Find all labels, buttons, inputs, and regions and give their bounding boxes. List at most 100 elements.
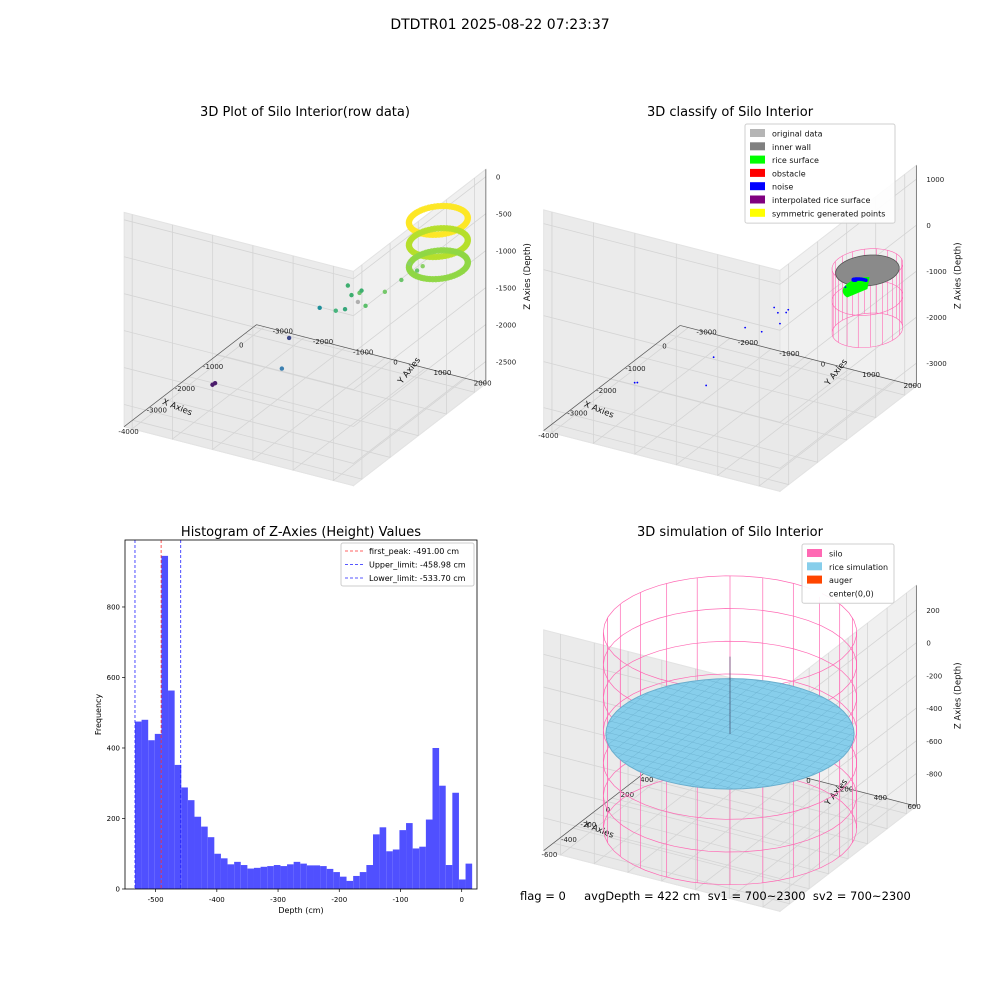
data-point (279, 366, 285, 371)
grid-line (543, 707, 917, 814)
histogram-bar (333, 872, 340, 889)
legend-label: obstacle (772, 169, 806, 178)
data-point (355, 299, 361, 305)
histogram-bar (287, 864, 294, 889)
mesh-line (712, 699, 829, 789)
panel-title: 3D classify of Silo Interior (647, 105, 814, 120)
mesh-line (788, 731, 855, 783)
histogram-bar (366, 865, 373, 889)
x-tick-label: -3000 (567, 410, 587, 418)
data-point (399, 277, 404, 283)
x-tick-label: -200 (331, 896, 347, 904)
x-tick-label: -4000 (538, 432, 558, 440)
x-tick-label: -1000 (203, 363, 223, 371)
silo-ring (831, 312, 904, 348)
y-tick-label: -3000 (696, 329, 716, 337)
grid-line (560, 634, 698, 856)
histogram-bar (253, 867, 261, 889)
mesh-line (636, 697, 848, 753)
mesh-line (725, 678, 840, 709)
noise-point (712, 356, 715, 359)
z-axis-label: Z Axies (Depth) (953, 662, 963, 729)
x-tick-label: -2000 (175, 385, 195, 393)
y-tick-label: 200 (107, 815, 120, 823)
histogram-bar (187, 800, 195, 889)
mesh-line (754, 715, 848, 789)
histogram-bar (148, 740, 155, 889)
grid-line (543, 773, 917, 880)
grid-line (292, 255, 426, 471)
noise-point (785, 311, 788, 314)
grid-line (668, 174, 906, 396)
legend-label: noise (772, 183, 793, 192)
noise-point (633, 381, 636, 384)
ring-point (449, 225, 456, 233)
histogram-bar (412, 848, 420, 889)
grid-line (160, 243, 391, 458)
legend: silo rice simulation auger center(0,0) (801, 543, 895, 604)
y-tick-label: 1000 (862, 371, 880, 379)
y-tick-label: 2000 (474, 379, 492, 387)
legend-label: original data (772, 130, 823, 139)
noise-point (776, 311, 779, 314)
z-tick-label: -600 (926, 738, 942, 746)
histogram-bar (445, 865, 453, 889)
noise-point (636, 381, 639, 384)
y-tick-label: 0 (821, 361, 825, 369)
grid-line (717, 254, 855, 477)
y-axis-label: Frequency (94, 694, 103, 736)
x-tick-label: -200 (580, 821, 596, 829)
histogram-bar (320, 866, 327, 889)
legend-swatch (750, 195, 765, 204)
histogram-bar (458, 879, 466, 889)
histogram-bar (300, 863, 307, 889)
histogram-bar (227, 864, 235, 889)
histogram-bar (280, 866, 288, 889)
z-tick-label: -1000 (496, 248, 516, 256)
y-tick-label: 0 (393, 359, 397, 367)
histogram-bar (214, 853, 221, 889)
grid-line (245, 177, 475, 393)
z-tick-label: 0 (926, 640, 930, 648)
grid-line (132, 264, 363, 480)
grid-line (543, 740, 917, 847)
grid-line (543, 362, 917, 469)
legend-label: silo (829, 550, 843, 559)
mesh-line (706, 679, 848, 717)
x-tick-label: -500 (148, 896, 164, 904)
data-point (349, 292, 354, 298)
z-tick-label: -2000 (926, 314, 946, 322)
x-axis-label: Depth (cm) (278, 906, 323, 915)
legend-label: inner wall (772, 143, 811, 152)
ring-point (449, 247, 456, 255)
y-tick-label: 200 (840, 785, 853, 793)
grid-line (124, 250, 487, 354)
legend-swatch (750, 155, 765, 164)
grid-line (675, 243, 813, 466)
data-point (210, 382, 215, 387)
legend-swatch (807, 549, 822, 557)
histogram-bar (353, 875, 360, 889)
data-point (363, 303, 368, 309)
grid-line (611, 637, 849, 860)
legend-label: symmetric generated points (772, 209, 885, 218)
histogram-bar (293, 861, 301, 889)
data-point (333, 308, 338, 313)
histogram-bar (201, 826, 208, 889)
legend-swatch (807, 575, 822, 584)
x-tick-label: -4000 (118, 428, 138, 436)
status-footer: flag = 0 avgDepth = 422 cm sv1 = 700~230… (520, 889, 911, 903)
x-axis-line (543, 325, 681, 431)
histogram-bar (161, 555, 169, 889)
mesh-line (770, 723, 852, 787)
z-tick-label: -800 (926, 770, 942, 778)
histogram-bar (234, 861, 241, 889)
noise-point (744, 326, 747, 329)
z-tick-label: -500 (496, 211, 512, 219)
x-tick-label: -100 (393, 896, 409, 904)
grid-line (543, 270, 917, 377)
ring-point (449, 203, 456, 211)
mesh-line (678, 688, 803, 785)
y-tick-label: -3000 (273, 328, 293, 336)
x-tick-label: 0 (459, 896, 463, 904)
